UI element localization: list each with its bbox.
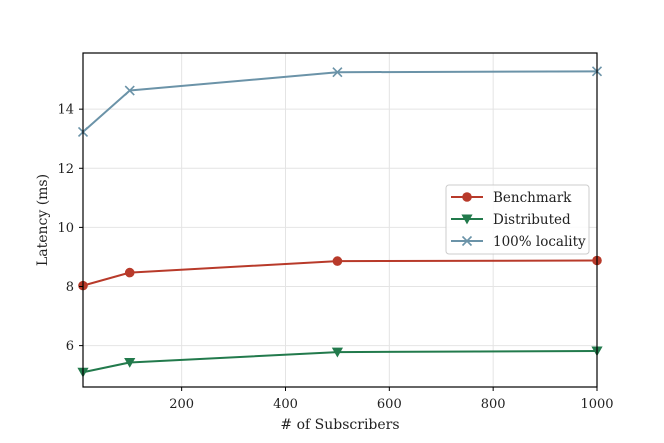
legend-label: Distributed bbox=[493, 212, 571, 228]
data-point bbox=[332, 256, 343, 266]
series-line bbox=[82, 349, 598, 374]
series-line bbox=[82, 70, 598, 133]
y-tick-label: 14 bbox=[57, 103, 74, 118]
series-line bbox=[82, 259, 598, 287]
x-tick-label: 800 bbox=[481, 397, 506, 412]
x-tick-label: 600 bbox=[377, 397, 402, 412]
x-tick-label: 400 bbox=[273, 397, 298, 412]
series bbox=[77, 346, 603, 378]
y-tick-label: 12 bbox=[57, 162, 74, 177]
legend-marker bbox=[462, 192, 472, 202]
y-tick-label: 8 bbox=[66, 280, 74, 295]
legend-box bbox=[445, 184, 590, 255]
data-point bbox=[124, 85, 135, 96]
y-tick-label: 6 bbox=[66, 339, 74, 354]
x-tick-label: 1000 bbox=[580, 397, 613, 412]
legend-label: 100% locality bbox=[493, 234, 586, 250]
x-tick-label: 200 bbox=[169, 397, 194, 412]
y-axis: 6 8 10 12 14 bbox=[57, 103, 83, 354]
series bbox=[77, 66, 603, 137]
data-point bbox=[124, 357, 136, 368]
data-point bbox=[332, 67, 343, 78]
y-tick-label: 10 bbox=[57, 221, 74, 236]
plot-frame bbox=[82, 52, 598, 388]
legend-label: Benchmark bbox=[493, 190, 572, 206]
data-point bbox=[331, 347, 344, 358]
legend: Benchmark Distributed 100% locality bbox=[445, 184, 590, 255]
data-point bbox=[124, 267, 135, 278]
y-axis-title: Latency (ms) bbox=[35, 174, 51, 266]
legend-item: 100% locality bbox=[451, 234, 586, 250]
series bbox=[78, 255, 602, 291]
x-axis: 200 400 600 800 1000 bbox=[169, 387, 614, 412]
legend-marker bbox=[461, 214, 473, 225]
legend-marker bbox=[461, 235, 473, 247]
legend-item: Benchmark bbox=[451, 190, 572, 206]
x-axis-title: # of Subscribers bbox=[280, 417, 399, 433]
legend-item: Distributed bbox=[451, 212, 571, 228]
